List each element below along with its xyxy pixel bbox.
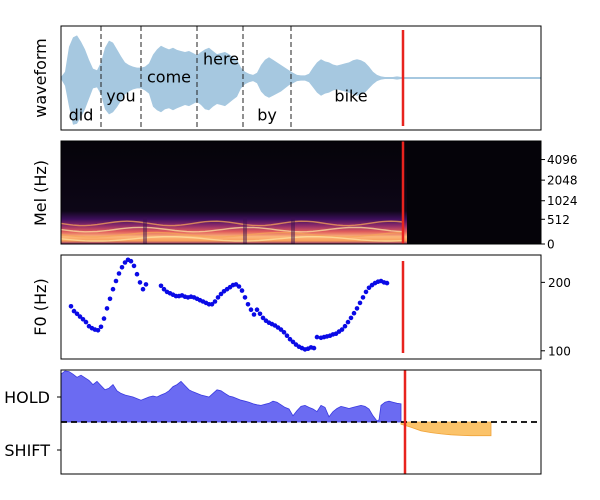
f0-point [357, 300, 363, 306]
word-label: here [203, 49, 239, 68]
f0-point [363, 289, 369, 295]
f0-point [215, 295, 221, 300]
f0-tick-label: 100 [548, 344, 571, 358]
f0-point [351, 310, 357, 316]
waveform-ylabel: waveform [31, 38, 50, 118]
f0-point [342, 323, 348, 329]
mel-harmonic-band [60, 231, 404, 238]
f0-point [113, 278, 119, 284]
hold-tick-label: HOLD [4, 388, 50, 407]
f0-point [311, 345, 317, 351]
f0-point [68, 304, 74, 309]
mel-harmonic-band [60, 220, 404, 227]
shift-probability-area [400, 421, 492, 437]
f0-point [158, 283, 164, 289]
f0-point [83, 319, 89, 325]
f0-point [209, 302, 215, 307]
f0-point [131, 263, 137, 269]
f0-point [366, 285, 372, 291]
f0-point [140, 286, 146, 292]
mel-tick-label: 2048 [547, 174, 578, 188]
f0-point [242, 295, 248, 300]
f0-panel: 100 200 [60, 254, 571, 360]
turn-taking-panel [57, 369, 542, 475]
word-label: come [147, 67, 191, 86]
word-label: by [257, 105, 277, 124]
f0-point [137, 280, 143, 285]
hold-probability-area [60, 370, 402, 423]
f0-point [119, 265, 125, 270]
f0-point [278, 327, 284, 332]
f0-point [251, 312, 257, 317]
mel-harmonic-band [60, 226, 404, 233]
f0-point [314, 334, 320, 340]
f0-point [236, 284, 242, 289]
f0-point [281, 330, 287, 335]
f0-point [101, 316, 107, 321]
mel-axes-frame [60, 140, 542, 245]
f0-axes-frame [60, 254, 542, 360]
f0-point [161, 286, 167, 292]
f0-point [104, 306, 110, 311]
mel-tick-label: 1024 [547, 194, 578, 208]
mel-tick-label: 4096 [547, 153, 578, 167]
f0-point [345, 319, 351, 325]
f0-point [107, 296, 113, 302]
f0-ylabel: F0 (Hz) [31, 278, 50, 335]
f0-tick-label: 200 [548, 276, 571, 290]
f0-point [116, 271, 122, 276]
mel-harmonic-band [60, 236, 404, 242]
f0-point [74, 311, 80, 317]
f0-point [95, 328, 101, 333]
f0-point [287, 336, 293, 342]
f0-point [260, 315, 266, 321]
f0-point [339, 327, 345, 332]
f0-point [254, 307, 260, 313]
f0-point [128, 258, 134, 264]
f0-point [218, 291, 224, 297]
waveform-envelope [61, 35, 541, 125]
mel-tick-label: 512 [547, 213, 570, 227]
f0-point [360, 295, 366, 300]
mel-tick-label: 0 [547, 238, 555, 252]
mel-gap [291, 217, 295, 244]
f0-point [143, 282, 149, 287]
f0-point [354, 306, 360, 311]
mel-gap [143, 217, 147, 244]
f0-point [384, 280, 390, 286]
word-label: bike [334, 87, 367, 106]
f0-point [110, 286, 116, 292]
waveform-axes-frame [60, 25, 542, 131]
f0-point [122, 260, 128, 265]
f0-point [284, 333, 290, 339]
f0-point [77, 314, 83, 319]
f0-point [71, 308, 77, 314]
f0-point [257, 311, 263, 317]
f0-point [239, 288, 245, 293]
word-label: you [106, 87, 135, 106]
f0-point [290, 339, 296, 345]
f0-point [348, 315, 354, 321]
mel-gap [243, 217, 247, 244]
mel-spectrogram-panel: 0 512 1024 2048 4096 [60, 140, 578, 252]
word-label: did [69, 105, 94, 124]
shift-tick-label: SHIFT [4, 441, 50, 460]
f0-point [245, 302, 251, 307]
turn-taking-axes-frame [60, 369, 542, 475]
f0-point [80, 317, 86, 322]
f0-point [248, 307, 254, 313]
f0-point [212, 299, 218, 304]
f0-point [134, 271, 140, 277]
f0-point [98, 324, 104, 330]
mel-ylabel: Mel (Hz) [31, 160, 50, 226]
